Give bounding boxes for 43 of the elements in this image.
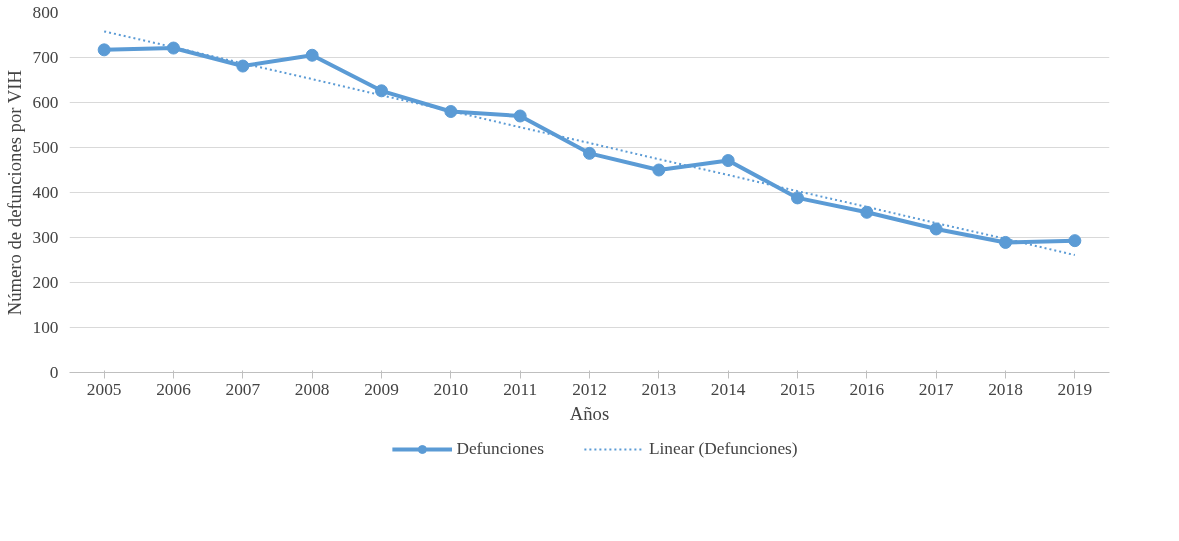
legend-label: Linear (Defunciones) [648,438,798,459]
y-tick-label: 700 [32,48,59,67]
legend-label: Defunciones [456,438,544,459]
x-tick-label: 2007 [225,379,261,399]
point [999,235,1012,249]
y-axis-title: Número de defunciones por VIH [3,70,25,316]
x-tick-label: 2013 [641,379,677,399]
x-tick-label: 2016 [849,379,885,399]
y-tick-label: 500 [32,138,59,157]
y-tick-label: 800 [32,3,59,22]
point [721,154,735,168]
x-tick-label: 2014 [710,379,746,399]
x-tick-label: 2005 [86,379,122,399]
point [375,84,388,98]
x-tick-label: 2009 [364,379,399,399]
x-tick-label: 2015 [780,379,815,399]
y-tick-label: 200 [32,273,59,292]
y-tick-label: 100 [32,318,59,337]
x-tick-label: 2008 [294,379,330,399]
point [1068,234,1082,248]
point [652,163,666,177]
point [167,41,180,55]
x-axis-title: Años [569,402,610,424]
point [791,191,804,205]
x-tick-label: 2006 [156,379,192,399]
point [513,109,527,123]
point [305,48,319,62]
y-tick-label: 400 [32,183,59,202]
y-tick-label: 0 [49,363,59,382]
x-tick-label: 2011 [503,379,538,399]
x-tick-label: 2012 [572,379,607,399]
point [583,146,596,160]
x-tick-label: 2018 [988,379,1023,399]
point [444,105,458,118]
y-tick-label: 600 [32,93,59,112]
x-tick-label: 2010 [433,379,469,399]
point [236,59,250,73]
point [929,222,943,236]
y-tick-label: 300 [32,228,59,247]
x-tick-label: 2019 [1057,379,1093,399]
point [860,205,874,219]
point [97,43,111,57]
x-tick-label: 2017 [918,379,954,399]
